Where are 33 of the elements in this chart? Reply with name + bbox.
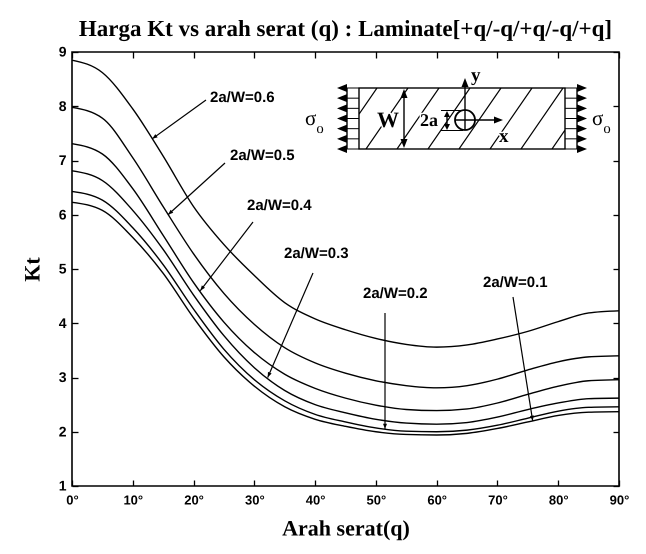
x-tick-label: 70° [488,492,508,508]
y-tick-label: 2 [58,423,67,440]
y-tick-label: 8 [58,98,67,114]
annotation: 2a/W=0.5 [230,147,295,164]
y-tick-label: 4 [58,314,67,331]
x-tick-label: 20° [184,492,204,508]
annotation: 2a/W=0.1 [483,274,548,291]
annotation: 2a/W=0.4 [247,197,312,214]
x-tick-label: 0° [66,492,79,508]
x-tick-label: 30° [244,492,265,508]
y-tick-label: 7 [58,152,67,168]
annotation: σ$_{o}$ [305,106,324,137]
annotation: 2a/W=0.3 [284,245,349,262]
annotation: 2a/W=0.6 [210,89,275,106]
y-tick-label: 1 [58,478,67,494]
y-tick-label: 3 [58,369,67,385]
annotation: y [471,65,481,86]
x-axis-title: Arah serat(q) [282,516,410,540]
chart-title: Harga Kt vs arah serat (q) : Laminate[+q/-q/+q/-q/+q] [78,16,612,42]
annotation: 2a [420,110,438,130]
x-tick-label: 80° [548,492,569,508]
x-tick-label: 90° [610,492,630,508]
x-tick-label: 10° [123,492,144,508]
y-tick-label: 9 [58,44,67,60]
y-axis-title: Kt [20,256,45,282]
x-tick-label: 60° [427,492,448,508]
y-tick-label: 5 [58,260,67,276]
annotation: σ$_{o}$ [592,106,611,137]
x-tick-label: 50° [366,492,386,508]
annotation: x [499,126,509,147]
y-tick-label: 6 [58,206,67,222]
annotation: 2a/W=0.2 [363,285,428,302]
x-tick-label: 40° [306,492,326,508]
